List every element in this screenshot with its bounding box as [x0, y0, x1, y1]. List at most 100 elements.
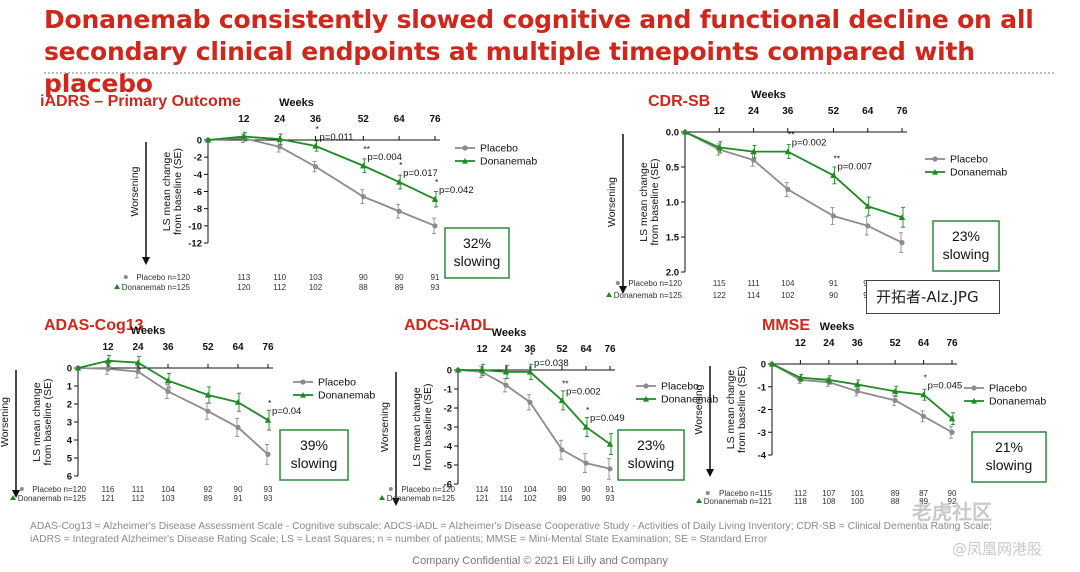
donanemab-point: [898, 214, 906, 220]
n-row-marker: [123, 275, 128, 279]
placebo-point: [607, 466, 613, 472]
placebo-point: [277, 144, 283, 150]
placebo-point: [892, 397, 898, 403]
x-tick-label: 36: [782, 106, 794, 117]
placebo-point: [949, 429, 955, 435]
y-tick-label: 0: [761, 360, 766, 371]
slowing-percent: 23%: [637, 437, 665, 453]
chart-cdr-sb: CDR-SB Weeks 12 24 36 52 64 76 0.0 0.5 1.0 1.5 2.0 LS…: [606, 89, 1007, 300]
y-tick-label: -6: [444, 480, 452, 491]
n-row-value: 120: [237, 283, 251, 292]
n-row-label: Donanemab n=121: [704, 497, 773, 506]
n-row-label: Placebo n=120: [136, 273, 190, 282]
n-row-value: 110: [500, 485, 513, 494]
p-value-label: p=0.045: [928, 381, 963, 392]
y-tick-label: 0: [67, 364, 72, 375]
n-row-value: 121: [475, 494, 489, 503]
n-row-label: Placebo n=120: [401, 485, 455, 494]
legend-label: Placebo: [480, 143, 518, 155]
placebo-point: [312, 164, 319, 170]
p-value-label: p=0.007: [837, 161, 872, 172]
footnote-line: ADAS-Cog13 = Alzheimer's Disease Assessm…: [30, 521, 992, 532]
n-row-value: 91: [829, 279, 838, 288]
x-axis-title: Weeks: [820, 321, 855, 333]
y-tick-label: -8: [194, 204, 202, 215]
donanemab-point: [104, 357, 112, 364]
n-row-value: 90: [582, 494, 591, 503]
y-tick-label: -5: [444, 461, 453, 472]
donanemab-point: [797, 374, 804, 381]
p-value-stars: *: [399, 160, 403, 170]
y-tick-label: 5: [67, 454, 73, 465]
donanemab-point: [264, 417, 272, 423]
x-tick-label: 12: [102, 342, 114, 353]
y-axis-title: LS mean change: [638, 162, 650, 242]
n-row-marker: [19, 487, 24, 491]
x-axis-title: Weeks: [279, 97, 314, 109]
n-row-value: 93: [606, 494, 615, 503]
x-tick-label: 24: [748, 106, 760, 117]
slowing-box: [444, 227, 510, 279]
x-tick-label: 52: [828, 106, 840, 117]
y-tick-label: -4: [758, 451, 767, 462]
x-tick-label: 76: [896, 106, 908, 117]
n-row-value: 91: [234, 494, 243, 503]
n-row-value: 122: [713, 291, 727, 300]
n-row-value: 100: [851, 497, 865, 506]
y-tick-label: -10: [188, 221, 202, 232]
donanemab-point: [716, 144, 723, 150]
y-tick-label: -2: [194, 153, 202, 164]
placebo-point: [396, 208, 402, 214]
x-tick-label: 52: [556, 344, 568, 355]
worsening-arrow-head: [619, 286, 627, 294]
n-row-value: 93: [431, 283, 440, 292]
donanemab-point: [681, 128, 689, 135]
n-row-marker: [10, 495, 16, 500]
legend-label: Donanemab: [318, 390, 375, 402]
donanemab-point: [360, 162, 367, 169]
n-row-label: Donanemab n=125: [387, 494, 456, 503]
watermark-handle: @凤凰网港股: [952, 540, 1043, 558]
legend-marker: [300, 392, 306, 398]
slowing-label: slowing: [943, 246, 990, 262]
n-row-value: 92: [948, 497, 957, 506]
n-row-value: 112: [794, 489, 807, 498]
x-tick-label: 76: [262, 342, 274, 353]
n-row-label: Placebo n=115: [719, 489, 773, 498]
n-row-value: 89: [558, 494, 567, 503]
p-value-stars: **: [363, 144, 370, 154]
placebo-point: [920, 413, 927, 419]
slowing-percent: 32%: [463, 235, 491, 251]
x-tick-label: 36: [524, 344, 536, 355]
p-value-label: p=0.038: [534, 358, 569, 369]
x-axis-title: Weeks: [492, 327, 527, 339]
n-row-value: 121: [101, 494, 115, 503]
y-axis-title: from baseline (SE): [736, 366, 748, 453]
y-tick-label: -1: [758, 382, 767, 393]
legend-label: Donanemab: [661, 394, 718, 406]
legend-label: Placebo: [950, 154, 988, 166]
donanemab-point: [204, 136, 212, 143]
chart-title: MMSE: [762, 317, 810, 334]
placebo-point: [854, 388, 860, 394]
y-tick-label: -6: [194, 187, 202, 198]
legend-label: Donanemab: [989, 396, 1046, 408]
n-row-value: 110: [273, 273, 286, 282]
n-row-value: 112: [273, 283, 286, 292]
slowing-label: slowing: [628, 455, 675, 471]
n-row-value: 104: [523, 485, 537, 494]
legend-label: Donanemab: [950, 167, 1007, 179]
chart-mmse: MMSE Weeks 12 24 36 52 64 76 0 -1 -2 -3 -4 LS mean ch…: [693, 317, 1047, 506]
n-row-value: 90: [582, 485, 591, 494]
n-row-marker: [379, 495, 385, 500]
donanemab-point: [240, 133, 248, 140]
p-value-stars: *: [435, 177, 439, 187]
p-value-stars: *: [316, 124, 320, 134]
placebo-point: [830, 213, 837, 219]
n-row-label: Donanemab n=125: [18, 494, 87, 503]
donanemab-point: [854, 381, 861, 388]
x-tick-label: 76: [946, 338, 958, 349]
donanemab-point: [606, 440, 614, 447]
y-tick-label: -3: [758, 428, 766, 439]
n-row-value: 89: [919, 497, 928, 506]
